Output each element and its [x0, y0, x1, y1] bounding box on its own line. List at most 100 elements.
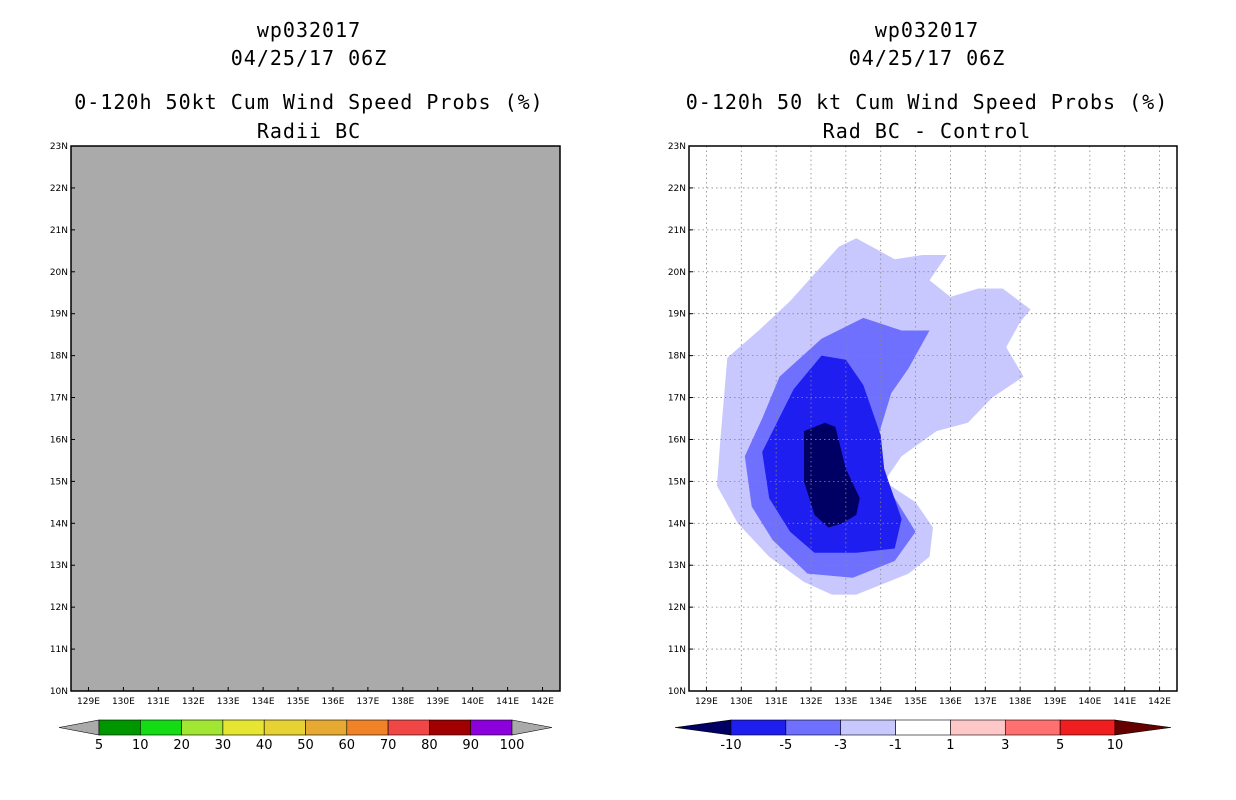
left-chart-subtitle: Radii BC — [256, 119, 362, 143]
x-tick-label: 133E — [217, 697, 240, 707]
colorbar-right-arrow — [511, 719, 553, 736]
x-tick-label: 136E — [322, 697, 345, 707]
x-tick-label: 135E — [287, 697, 310, 707]
x-tick-label: 139E — [1044, 697, 1067, 707]
y-tick-label: 12N — [668, 603, 686, 613]
colorbar-label: 30 — [215, 738, 232, 753]
y-tick-label: 23N — [668, 142, 686, 152]
y-tick-label: 11N — [50, 645, 68, 655]
y-tick-label: 23N — [50, 142, 68, 152]
x-tick-label: 133E — [834, 697, 857, 707]
colorbar-label: 40 — [256, 738, 273, 753]
left-storm-id: wp032017 — [256, 18, 362, 42]
y-tick-label: 10N — [668, 687, 686, 697]
right-datetime: 04/25/17 06Z — [848, 46, 1006, 70]
colorbar-box — [730, 719, 787, 736]
x-tick-label: 129E — [77, 697, 100, 707]
left-chart-title: 0-120h 50kt Cum Wind Speed Probs (%) — [74, 90, 544, 114]
x-tick-label: 142E — [531, 697, 554, 707]
y-tick-label: 21N — [668, 226, 686, 236]
y-tick-label: 14N — [50, 519, 68, 529]
colorbar-box — [950, 719, 1006, 736]
x-tick-label: 132E — [800, 697, 823, 707]
right-map-plot: 129E 130E 131E 132E 133E 134E 135E 136E 137E 138E… — [668, 142, 1178, 753]
y-tick-label: 13N — [50, 561, 68, 571]
colorbar-label: 3 — [1001, 738, 1009, 753]
colorbar-label: 100 — [500, 738, 525, 753]
right-storm-id: wp032017 — [874, 18, 980, 42]
colorbar-label: 70 — [380, 738, 397, 753]
right-chart-subtitle: Rad BC - Control — [822, 119, 1032, 143]
colorbar-box — [98, 719, 141, 736]
colorbar-label: 1 — [946, 738, 954, 753]
y-tick-label: 16N — [50, 435, 68, 445]
left-chart-panel: wp032017 04/25/17 06Z 0-120h 50kt Cum Wi… — [50, 18, 561, 753]
colorbar: 5 10 20 30 40 50 60 70 80 90 100 — [58, 719, 553, 753]
x-tick-label: 134E — [252, 697, 275, 707]
colorbar-label: 90 — [462, 738, 479, 753]
y-tick-label: 13N — [668, 561, 686, 571]
colorbar-label: -1 — [889, 738, 902, 753]
colorbar-left-arrow — [58, 719, 100, 736]
y-tick-label: 15N — [50, 477, 68, 487]
x-tick-label: 140E — [1078, 697, 1101, 707]
plot-frame — [70, 145, 561, 692]
x-tick-label: 134E — [869, 697, 892, 707]
y-tick-label: 11N — [668, 645, 686, 655]
colorbar-label: 50 — [297, 738, 314, 753]
y-tick-label: 12N — [50, 603, 68, 613]
x-tick-label: 141E — [496, 697, 519, 707]
y-tick-label: 20N — [668, 268, 686, 278]
plot-frame — [688, 145, 1178, 692]
colorbar: -10 -5 -3 -1 1 3 5 10 — [674, 719, 1172, 753]
y-tick-label: 18N — [668, 352, 686, 362]
x-tick-label: 135E — [904, 697, 927, 707]
y-tick-label: 21N — [50, 226, 68, 236]
left-datetime: 04/25/17 06Z — [230, 46, 388, 70]
colorbar-box — [305, 719, 348, 736]
y-tick-label: 20N — [50, 268, 68, 278]
y-tick-label: 19N — [668, 310, 686, 320]
colorbar-label: 20 — [173, 738, 190, 753]
contour-layer — [716, 238, 1031, 595]
y-tick-label: 15N — [668, 477, 686, 487]
colorbar-label: -3 — [834, 738, 847, 753]
colorbar-left-arrow — [674, 719, 732, 736]
x-tick-label: 137E — [974, 697, 997, 707]
colorbar-box — [840, 719, 896, 736]
colorbar-box — [470, 719, 513, 736]
y-tick-label: 19N — [50, 310, 68, 320]
y-tick-label: 10N — [50, 687, 68, 697]
undefined-field-area — [71, 146, 560, 691]
right-chart-title: 0-120h 50 kt Cum Wind Speed Probs (%) — [685, 90, 1169, 114]
x-tick-label: 141E — [1113, 697, 1136, 707]
colorbar-box — [895, 719, 951, 736]
colorbar-box — [785, 719, 842, 736]
x-tick-label: 140E — [461, 697, 484, 707]
colorbar-label: 60 — [339, 738, 356, 753]
y-tick-label: 17N — [668, 394, 686, 404]
x-tick-label: 142E — [1148, 697, 1171, 707]
colorbar-box — [1004, 719, 1061, 736]
x-tick-label: 137E — [356, 697, 379, 707]
colorbar-right-arrow — [1114, 719, 1172, 736]
colorbar-box — [140, 719, 182, 736]
x-tick-label: 138E — [391, 697, 414, 707]
y-tick-label: 14N — [668, 519, 686, 529]
right-chart-panel: wp032017 04/25/17 06Z 0-120h 50 kt Cum W… — [618, 0, 1236, 800]
colorbar-box — [387, 719, 430, 736]
colorbar-box — [181, 719, 224, 736]
colorbar-label: 10 — [1107, 738, 1124, 753]
colorbar-box — [346, 719, 389, 736]
x-tick-label: 131E — [765, 697, 788, 707]
x-tick-label: 131E — [147, 697, 170, 707]
colorbar-label: -10 — [720, 738, 741, 753]
colorbar-label: 80 — [421, 738, 438, 753]
y-tick-label: 16N — [668, 435, 686, 445]
y-tick-label: 17N — [50, 394, 68, 404]
x-tick-label: 136E — [939, 697, 962, 707]
x-tick-label: 138E — [1009, 697, 1032, 707]
colorbar-box — [222, 719, 265, 736]
x-tick-label: 130E — [730, 697, 753, 707]
x-tick-label: 139E — [426, 697, 449, 707]
